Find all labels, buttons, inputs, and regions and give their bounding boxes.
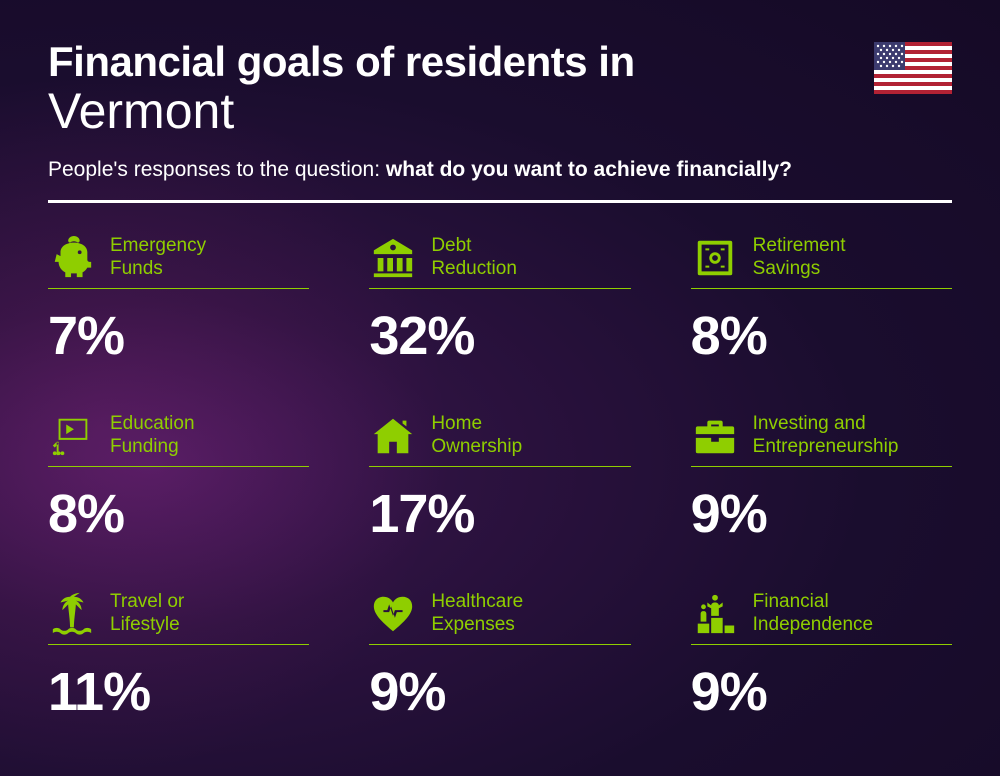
- presentation-icon: [48, 413, 96, 459]
- stat-label: EducationFunding: [110, 413, 195, 459]
- stat-value: 9%: [691, 661, 952, 723]
- stat-value: 9%: [691, 483, 952, 545]
- stat-emergency-funds: EmergencyFunds 7%: [48, 233, 309, 367]
- stat-value: 17%: [369, 483, 630, 545]
- stat-value: 9%: [369, 661, 630, 723]
- subtitle-question: what do you want to achieve financially?: [386, 158, 792, 181]
- stat-label: DebtReduction: [431, 235, 517, 281]
- subtitle-prefix: People's responses to the question:: [48, 158, 386, 181]
- stat-label: Investing andEntrepreneurship: [753, 413, 899, 459]
- safe-icon: [691, 235, 739, 281]
- divider: [48, 200, 952, 203]
- podium-icon: [691, 591, 739, 637]
- stat-label: Travel orLifestyle: [110, 591, 184, 637]
- piggy-bank-icon: [48, 235, 96, 281]
- stat-investing: Investing andEntrepreneurship 9%: [691, 411, 952, 545]
- stat-healthcare: HealthcareExpenses 9%: [369, 589, 630, 723]
- stat-label: HealthcareExpenses: [431, 591, 523, 637]
- stat-label: HomeOwnership: [431, 413, 522, 459]
- stat-education-funding: EducationFunding 8%: [48, 411, 309, 545]
- header: Financial goals of residents in Vermont …: [48, 38, 952, 203]
- stat-retirement-savings: RetirementSavings 8%: [691, 233, 952, 367]
- house-icon: [369, 413, 417, 459]
- stats-grid: EmergencyFunds 7% DebtReduction 32% Reti…: [48, 233, 952, 723]
- briefcase-icon: [691, 413, 739, 459]
- heart-pulse-icon: [369, 591, 417, 637]
- stat-travel-lifestyle: Travel orLifestyle 11%: [48, 589, 309, 723]
- stat-value: 32%: [369, 305, 630, 367]
- stat-value: 8%: [691, 305, 952, 367]
- stat-label: EmergencyFunds: [110, 235, 206, 281]
- stat-label: FinancialIndependence: [753, 591, 873, 637]
- stat-value: 8%: [48, 483, 309, 545]
- subtitle: People's responses to the question: what…: [48, 158, 952, 182]
- bank-icon: [369, 235, 417, 281]
- stat-debt-reduction: DebtReduction 32%: [369, 233, 630, 367]
- stat-value: 11%: [48, 661, 309, 723]
- stat-label: RetirementSavings: [753, 235, 846, 281]
- stat-home-ownership: HomeOwnership 17%: [369, 411, 630, 545]
- title-location: Vermont: [48, 82, 952, 140]
- palm-tree-icon: [48, 591, 96, 637]
- stat-financial-independence: FinancialIndependence 9%: [691, 589, 952, 723]
- us-flag-icon: [874, 42, 952, 94]
- stat-value: 7%: [48, 305, 309, 367]
- title-prefix: Financial goals of residents in: [48, 38, 952, 86]
